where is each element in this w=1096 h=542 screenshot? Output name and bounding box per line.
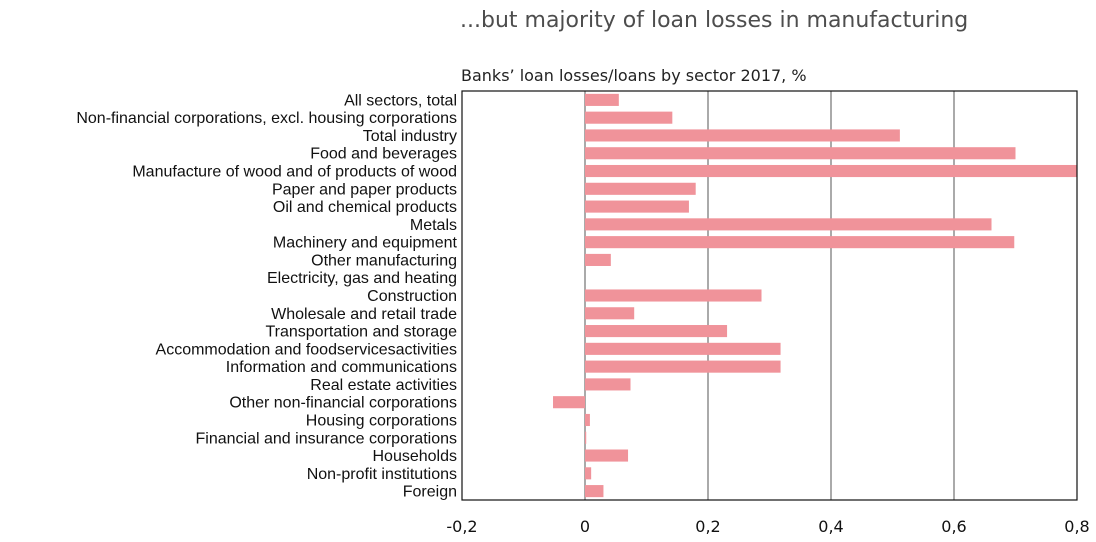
bar-13: [585, 325, 728, 338]
plot-frame: [461, 90, 1078, 501]
x-tick-label-5: 0,8: [1064, 517, 1089, 536]
bar-16: [585, 378, 631, 391]
bar-15: [585, 360, 781, 373]
category-label-1: Non-financial corporations, excl. housin…: [76, 110, 457, 127]
category-label-6: Oil and chemical products: [273, 199, 457, 216]
bar-14: [585, 342, 781, 355]
category-label-19: Financial and insurance corporations: [196, 430, 457, 447]
bar-2: [585, 129, 900, 142]
bar-6: [585, 200, 689, 213]
bar-19: [585, 431, 587, 444]
bar-3: [585, 147, 1016, 160]
bar-11: [585, 289, 762, 302]
category-label-21: Non-profit institutions: [307, 466, 457, 483]
category-label-8: Machinery and equipment: [273, 235, 458, 252]
bar-4: [585, 164, 1077, 178]
bar-18: [585, 413, 590, 427]
chart-subtitle: Banks’ loan losses/loans by sector 2017,…: [461, 66, 807, 85]
category-label-13: Transportation and storage: [265, 324, 457, 341]
category-label-11: Construction: [367, 288, 457, 305]
bar-7: [585, 218, 992, 231]
bar-17: [553, 396, 585, 409]
category-label-14: Accommodation and foodservicesactivities: [156, 341, 457, 358]
category-label-7: Metals: [410, 217, 457, 234]
category-label-12: Wholesale and retail trade: [271, 306, 457, 323]
category-label-3: Food and beverages: [310, 146, 457, 163]
category-label-15: Information and communications: [226, 359, 457, 376]
category-label-20: Households: [373, 448, 458, 465]
category-label-16: Real estate activities: [310, 377, 457, 394]
category-label-18: Housing corporations: [306, 412, 457, 429]
bar-22: [585, 485, 604, 498]
x-tick-labels: -0,2 0 0,2 0,4 0,6 0,8: [446, 517, 1089, 536]
bar-9: [585, 253, 611, 266]
category-label-0: All sectors, total: [344, 92, 457, 109]
x-tick-label-2: 0,2: [695, 517, 720, 536]
x-tick-label-1: 0: [580, 517, 590, 536]
category-label-22: Foreign: [403, 484, 457, 501]
category-label-5: Paper and paper products: [272, 181, 457, 198]
bar-20: [585, 449, 629, 462]
x-tick-label-0: -0,2: [446, 517, 477, 536]
x-tick-label-4: 0,6: [941, 517, 966, 536]
bar-1: [585, 111, 673, 124]
bars: [553, 93, 1077, 498]
category-label-2: Total industry: [363, 128, 457, 145]
bar-21: [585, 467, 592, 480]
x-tick-label-3: 0,4: [818, 517, 843, 536]
category-label-4: Manufacture of wood and of products of w…: [132, 164, 457, 181]
category-label-9: Other manufacturing: [311, 252, 457, 269]
bar-12: [585, 307, 635, 320]
chart-title: ...but majority of loan losses in manufa…: [460, 8, 969, 33]
bar-5: [585, 182, 696, 195]
category-label-10: Electricity, gas and heating: [267, 270, 457, 287]
category-label-17: Other non-financial corporations: [229, 395, 457, 412]
bar-0: [585, 93, 619, 106]
bar-8: [585, 236, 1015, 249]
